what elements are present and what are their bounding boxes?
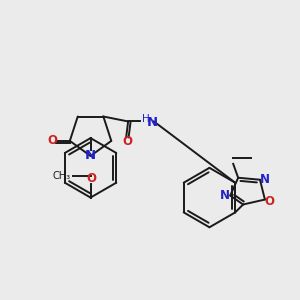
Text: CH₃: CH₃ — [52, 171, 71, 181]
Text: N: N — [220, 189, 230, 202]
Text: O: O — [122, 135, 132, 148]
Text: H: H — [142, 115, 150, 124]
Text: O: O — [47, 134, 57, 147]
Text: N: N — [85, 149, 96, 162]
Text: N: N — [260, 173, 270, 186]
Text: N: N — [146, 116, 158, 129]
Text: O: O — [86, 172, 97, 185]
Text: O: O — [265, 195, 275, 208]
